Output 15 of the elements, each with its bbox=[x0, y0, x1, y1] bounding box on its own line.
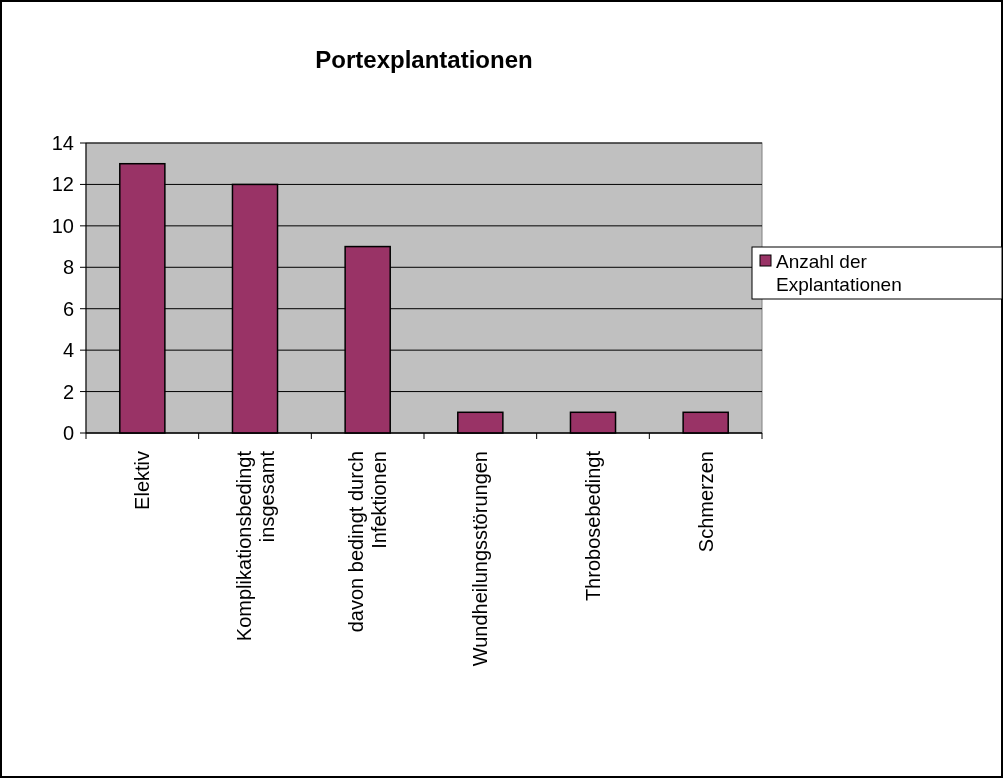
x-tick-label: Komplikationsbedingt insgesamt bbox=[232, 450, 278, 642]
y-tick-label: 4 bbox=[62, 339, 74, 362]
y-tick-label: 0 bbox=[62, 422, 74, 444]
y-tick-label: 2 bbox=[62, 380, 74, 403]
x-tick-label: Elektiv bbox=[131, 451, 154, 510]
x-tick-label: Wundheilungsstörungen bbox=[469, 451, 492, 667]
y-tick-label: 8 bbox=[62, 256, 74, 279]
x-tick-label: Schmerzen bbox=[694, 451, 717, 553]
y-tick-label: 14 bbox=[51, 132, 74, 154]
legend-label: Anzahl der Explantationen bbox=[776, 250, 902, 295]
x-tick-label: Throbosebedingt bbox=[582, 450, 604, 602]
y-tick-label: 12 bbox=[51, 173, 74, 196]
y-tick-label: 10 bbox=[51, 214, 74, 237]
y-tick-label: 6 bbox=[62, 297, 74, 320]
chart-title: Portexplantationen bbox=[315, 46, 533, 73]
